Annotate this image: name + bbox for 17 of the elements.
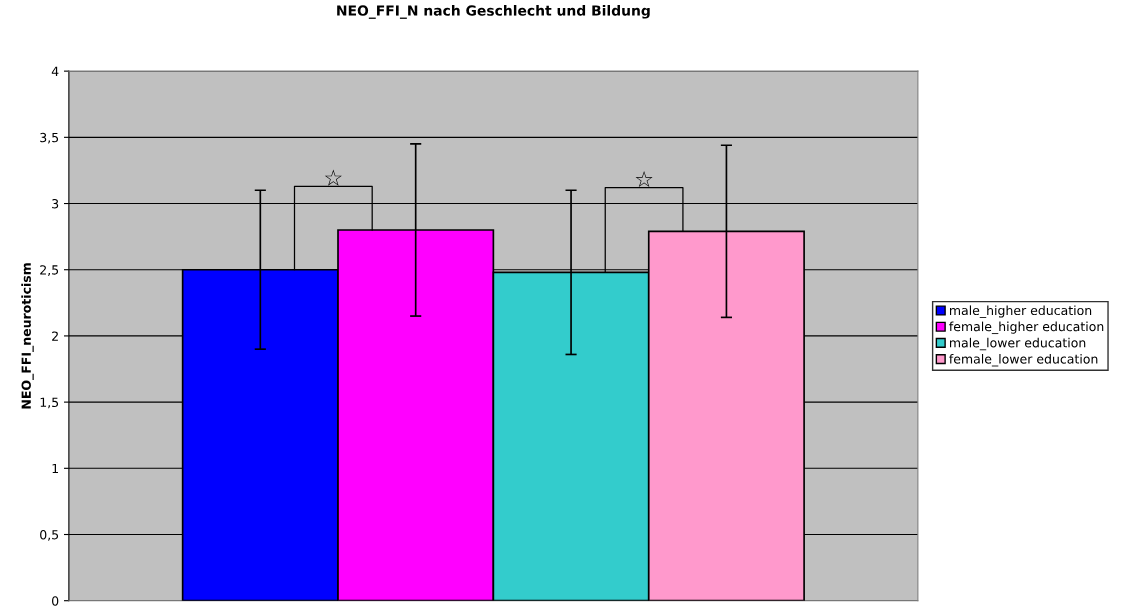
y-tick-label: 2,5 xyxy=(40,265,59,276)
y-tick-label: 3,5 xyxy=(40,132,59,144)
y-axis-title: NEO_FFI_neuroticism xyxy=(21,263,34,409)
chart-title: NEO_FFI_N nach Geschlecht und Bildung xyxy=(337,5,650,19)
y-tick-label: 0,5 xyxy=(40,529,59,541)
legend-label: female_lower education xyxy=(949,353,1098,367)
y-tick-label: 3 xyxy=(52,199,59,209)
annotation: ☆ xyxy=(635,170,653,188)
y-tick-label: 1 xyxy=(52,463,58,474)
legend-label: male_higher education xyxy=(950,305,1092,318)
annotation: ☆ xyxy=(324,169,342,186)
y-tick-label: 4 xyxy=(51,66,59,76)
legend-label: male_lower education xyxy=(950,337,1086,351)
y-tick-label: 0 xyxy=(52,596,59,606)
y-tick-label: 2 xyxy=(52,331,58,341)
y-tick-label: 1,5 xyxy=(40,397,59,409)
legend-label: female_higher education xyxy=(949,321,1104,335)
